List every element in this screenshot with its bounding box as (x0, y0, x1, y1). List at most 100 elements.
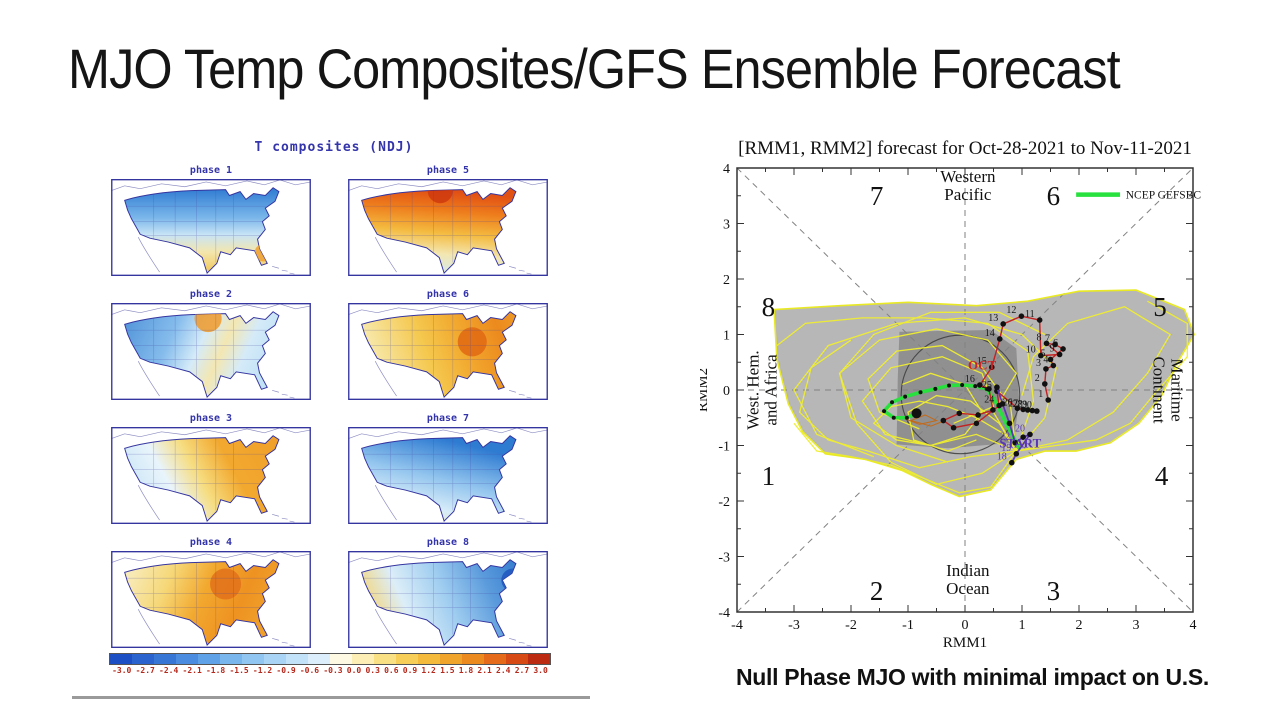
colorbar-tick: 3.0 (533, 666, 548, 675)
phase-map-label: phase 6 (426, 289, 470, 300)
colorbar-segment (484, 654, 506, 664)
y-tick-label: 0 (723, 384, 730, 399)
us-anomaly-map (347, 427, 549, 524)
us-anomaly-map (110, 303, 312, 400)
colorbar-segment (506, 654, 528, 664)
phase-map-label: phase 1 (189, 165, 233, 176)
y-tick-label: -3 (718, 551, 730, 566)
colorbar-tick: -1.5 (229, 666, 249, 675)
colorbar-segment (176, 654, 198, 664)
y-tick-label: 1 (723, 329, 730, 344)
colorbar-tick: 0.3 (365, 666, 380, 675)
legend-label: NCEP GEFSBC (1126, 190, 1202, 202)
phase-map-phase-4: phase 4 (110, 537, 312, 648)
us-anomaly-map (110, 179, 312, 276)
region-label-0: Western Pacific (940, 167, 996, 204)
mean-end-dot (911, 408, 922, 419)
region-label-1: Indian Ocean (946, 561, 990, 598)
colorbar-tick: -0.6 (299, 666, 320, 675)
phase-map-phase-7: phase 7 (347, 413, 549, 524)
recent-day-label: 22 (1000, 432, 1010, 443)
phase-map-label: phase 2 (189, 289, 233, 300)
phase-number-5: 5 (1153, 292, 1167, 322)
x-tick-label: -4 (731, 618, 743, 633)
obs-day-label: 15 (977, 356, 987, 367)
t-composites-title: T composites (NDJ) (254, 140, 414, 155)
phase-map-label: phase 8 (426, 537, 470, 548)
x-tick-label: -2 (845, 618, 857, 633)
x-tick-label: 3 (1133, 618, 1140, 633)
obs-day-label: 7 (1045, 333, 1050, 344)
colorbar-segment (462, 654, 484, 664)
us-anomaly-map (110, 551, 312, 648)
recent-day-label: 20 (1015, 423, 1025, 434)
obs-day-label: 1 (1038, 389, 1043, 400)
obs-day-label: 8 (1037, 332, 1042, 343)
phase-map-label: phase 5 (426, 165, 470, 176)
analysis-tangle (902, 414, 946, 427)
colorbar-segment (418, 654, 440, 664)
phase-map-grid: phase 1 phase 5 phase 2 phase 6 phase 3 phase… (95, 165, 573, 648)
colorbar-tick: -1.8 (205, 666, 226, 675)
t-composites-figure: T composites (NDJ) phase 1 phase 5 phase 2… (95, 128, 573, 694)
colorbar-tick: 1.2 (421, 666, 436, 675)
x-tick-label: -3 (788, 618, 800, 633)
rmm-plot-svg: [RMM1, RMM2] forecast for Oct-28-2021 to… (695, 138, 1202, 651)
obs-day-label: 29 (1017, 400, 1027, 411)
x-tick-label: 1 (1019, 618, 1026, 633)
us-anomaly-map (347, 303, 549, 400)
rmm-phase-diagram: [RMM1, RMM2] forecast for Oct-28-2021 to… (695, 125, 1220, 660)
obs-day-label: 13 (988, 313, 998, 324)
ensemble-dense-region (896, 330, 1020, 449)
phase-number-7: 7 (870, 181, 884, 211)
recent-day-label: 19 (1001, 443, 1011, 454)
colorbar-segment (528, 654, 550, 664)
recent-day-label: 18 (997, 452, 1007, 463)
phase-map-phase-3: phase 3 (110, 413, 312, 524)
colorbar-tick: 2.7 (514, 666, 530, 675)
colorbar-segment (242, 654, 264, 664)
colorbar-tick: -2.4 (159, 666, 179, 675)
region-label-2: West. Hem.and Africa (744, 350, 781, 429)
phase-map-label: phase 4 (189, 537, 233, 548)
rmm-caption: Null Phase MJO with minimal impact on U.… (735, 664, 1210, 690)
colorbar-tick: -2.1 (182, 666, 202, 675)
phase-number-6: 6 (1047, 181, 1061, 211)
divider-rule (72, 696, 590, 699)
y-tick-label: 2 (723, 273, 730, 288)
phase-map-phase-8: phase 8 (347, 537, 549, 648)
obs-day-label: 16 (965, 374, 975, 385)
colorbar-segment (330, 654, 352, 664)
colorbar-tick: 0.9 (402, 666, 418, 675)
colorbar-segment (352, 654, 374, 664)
start-label: START (999, 436, 1041, 451)
colorbar-tick: 0.0 (346, 666, 362, 675)
colorbar-segment (286, 654, 308, 664)
phase-number-2: 2 (870, 576, 884, 606)
recent-analysis-track (996, 386, 1033, 464)
obs-day-label: 11 (1025, 309, 1035, 320)
obs-day-label: 12 (1006, 305, 1016, 316)
colorbar-segment (198, 654, 220, 664)
phase-number-4: 4 (1155, 461, 1169, 491)
x-tick-label: 4 (1190, 618, 1197, 633)
us-anomaly-map (347, 551, 549, 648)
colorbar-segment (220, 654, 242, 664)
colorbar-tick: 1.8 (458, 666, 474, 675)
obs-day-label: 30 (1022, 400, 1032, 411)
phase-map-phase-2: phase 2 (110, 289, 312, 400)
colorbar-tick: -1.2 (252, 666, 273, 675)
phase-number-8: 8 (762, 292, 776, 322)
obs-day-label: 27 (1008, 398, 1018, 409)
y-axis-label: RMM2 (700, 368, 711, 412)
colorbar-tick: -0.3 (323, 666, 343, 675)
colorbar-tick: -2.7 (135, 666, 155, 675)
obs-day-label: 3 (1036, 358, 1041, 369)
colorbar-segment (132, 654, 154, 664)
colorbar: -3.0 -2.7 -2.4 -2.1 -1.8 -1.5 -1.2 -0.9 -0.6 -0.3… (95, 653, 573, 675)
obs-day-label: 24 (984, 395, 994, 406)
colorbar-segment (308, 654, 330, 664)
obs-day-label: 2 (1035, 373, 1040, 384)
x-axis-label: RMM1 (943, 635, 987, 651)
colorbar-tick: 2.1 (477, 666, 492, 675)
